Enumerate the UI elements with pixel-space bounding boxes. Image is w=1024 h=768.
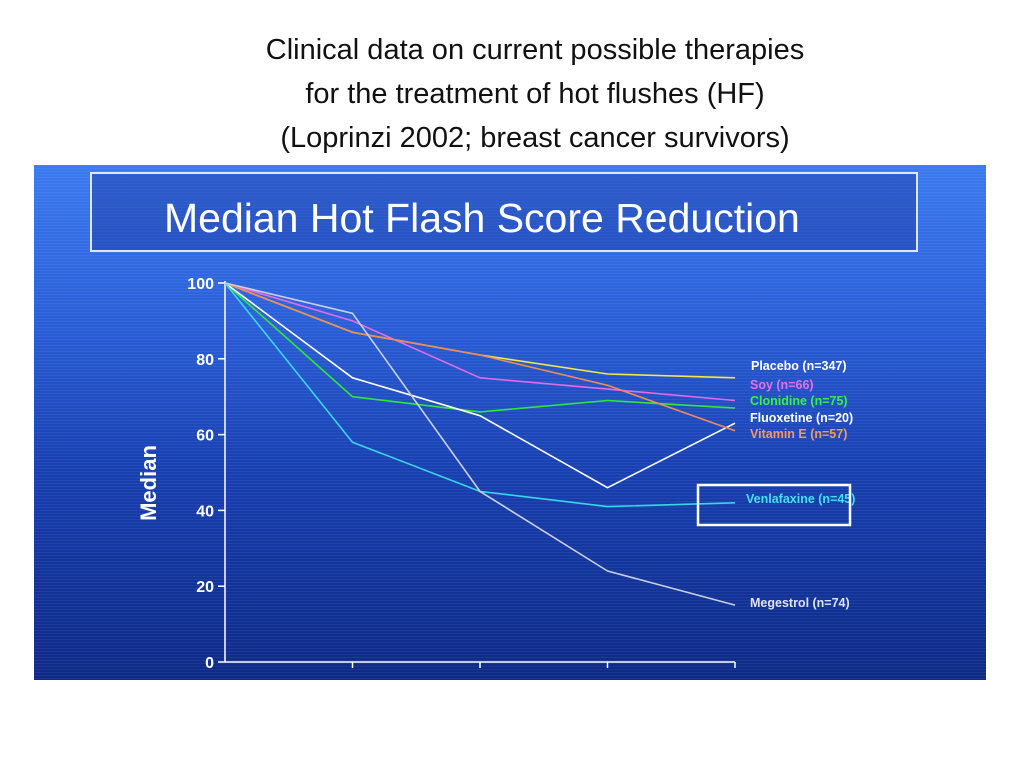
series-line-0 bbox=[224, 282, 736, 379]
series-line-2 bbox=[224, 282, 736, 413]
slide-title-line-2: for the treatment of hot flushes (HF) bbox=[305, 78, 765, 110]
series-label-2: Clonidine (n=75) bbox=[750, 394, 848, 408]
series-line-5 bbox=[224, 282, 736, 508]
chart-series bbox=[224, 282, 736, 606]
series-label-4: Vitamin E (n=57) bbox=[750, 427, 847, 441]
y-tick-label: 60 bbox=[196, 428, 214, 445]
venlafaxine-highlight-box bbox=[696, 483, 852, 527]
y-tick-label: 20 bbox=[196, 579, 214, 596]
slide-title: Clinical data on current possible therap… bbox=[0, 28, 1024, 160]
chart-title: Median Hot Flash Score Reduction bbox=[164, 195, 800, 241]
series-label-6: Megestrol (n=74) bbox=[750, 596, 850, 610]
y-tick-label: 80 bbox=[196, 352, 214, 369]
series-line-4 bbox=[224, 282, 736, 432]
series-line-6 bbox=[224, 282, 736, 606]
line-chart: 0 20 40 60 80 100 Median Placebo (n=347) Soy (n… bbox=[136, 276, 855, 672]
series-label-5: Venlafaxine (n=45) bbox=[746, 492, 855, 506]
y-tick-label: 0 bbox=[205, 655, 214, 672]
chart-axes: 0 20 40 60 80 100 Median bbox=[136, 276, 736, 672]
chart-series-labels: Placebo (n=347) Soy (n=66) Clonidine (n=75… bbox=[696, 359, 855, 610]
y-tick-label: 100 bbox=[187, 276, 214, 293]
chart-title-box bbox=[90, 172, 918, 252]
series-label-3: Fluoxetine (n=20) bbox=[750, 411, 853, 425]
y-tick-label: 40 bbox=[196, 503, 214, 520]
series-line-1 bbox=[224, 282, 736, 402]
slide-title-line-3: (Loprinzi 2002; breast cancer survivors) bbox=[280, 122, 790, 154]
slide-title-line-1: Clinical data on current possible therap… bbox=[265, 34, 805, 66]
chart-panel: Median Hot Flash Score Reduction bbox=[34, 165, 986, 680]
y-axis-label: Median bbox=[136, 445, 161, 521]
series-line-3 bbox=[224, 282, 736, 489]
series-label-0: Placebo (n=347) bbox=[751, 359, 847, 373]
series-label-1: Soy (n=66) bbox=[750, 378, 814, 392]
